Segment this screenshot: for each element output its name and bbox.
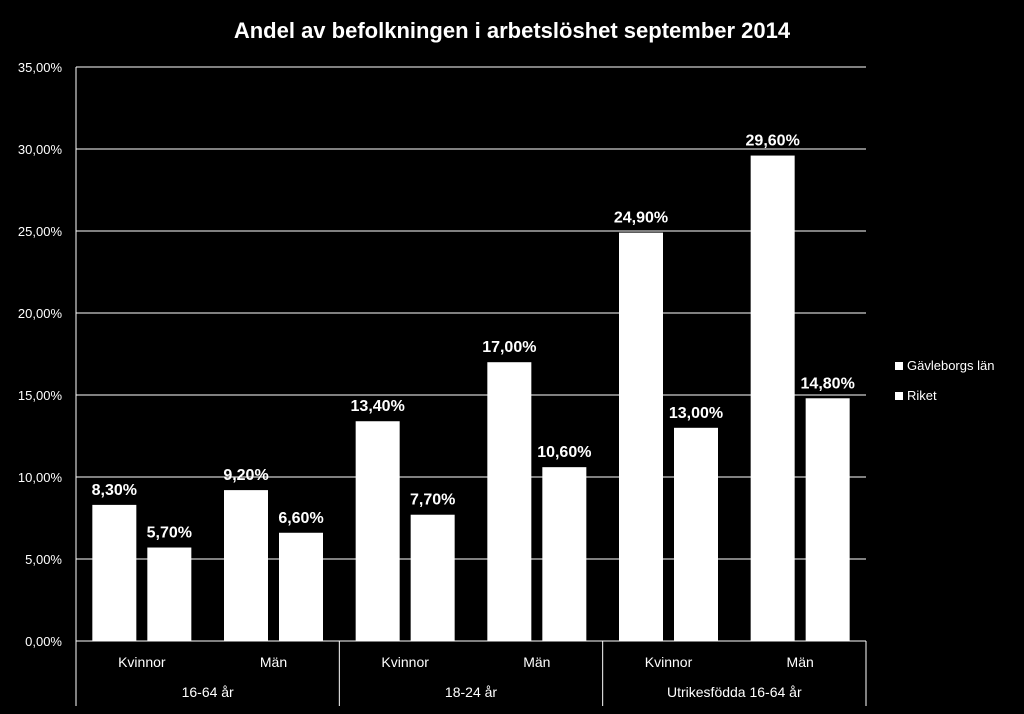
x-category-label: Kvinnor: [645, 654, 693, 670]
y-tick-label: 10,00%: [18, 470, 63, 485]
data-label: 13,40%: [351, 398, 405, 415]
data-label: 24,90%: [614, 210, 668, 227]
x-category-label: Män: [523, 654, 550, 670]
bar: [487, 362, 532, 641]
y-tick-label: 5,00%: [25, 552, 62, 567]
x-category-label: Kvinnor: [381, 654, 429, 670]
y-axis: 0,00% 5,00% 10,00% 15,00% 20,00% 25,00% 30,00%…: [18, 60, 77, 649]
legend-label: Riket: [907, 388, 937, 403]
x-group-label: Utrikesfödda 16-64 år: [667, 684, 802, 700]
data-label: 9,20%: [223, 467, 268, 484]
y-tick-label: 15,00%: [18, 388, 63, 403]
data-label: 10,60%: [537, 444, 591, 461]
bar: [619, 232, 663, 641]
x-category-label: Kvinnor: [118, 654, 166, 670]
data-label: 13,00%: [669, 405, 723, 422]
bars: [92, 155, 850, 641]
y-tick-label: 20,00%: [18, 306, 63, 321]
x-group-label: 18-24 år: [445, 684, 497, 700]
bar: [542, 467, 587, 641]
bar: [279, 532, 323, 641]
chart-title: Andel av befolkningen i arbetslöshet sep…: [234, 18, 791, 43]
data-label: 29,60%: [746, 133, 800, 150]
data-label: 5,70%: [147, 525, 192, 542]
x-group-label: 16-64 år: [182, 684, 234, 700]
y-tick-label: 30,00%: [18, 142, 63, 157]
data-label: 14,80%: [801, 375, 855, 392]
x-category-label: Män: [260, 654, 287, 670]
bar: [355, 421, 400, 641]
y-tick-label: 35,00%: [18, 60, 63, 75]
legend-swatch: [895, 362, 903, 370]
data-label: 17,00%: [482, 339, 536, 356]
bar: [750, 155, 795, 641]
data-label: 6,60%: [278, 510, 323, 527]
data-label: 7,70%: [410, 492, 455, 509]
bar: [410, 514, 455, 641]
y-tick-label: 25,00%: [18, 224, 63, 239]
bar: [92, 504, 137, 641]
bar: [674, 427, 718, 641]
bar: [224, 490, 268, 641]
bar: [147, 547, 192, 641]
bar: [805, 398, 850, 641]
data-labels: 8,30% 5,70% 9,20% 6,60% 13,40% 7,70% 17,00% 10,…: [92, 133, 855, 542]
y-tick-label: 0,00%: [25, 634, 62, 649]
legend: Gävleborgs län Riket: [895, 358, 994, 403]
x-category-label: Män: [787, 654, 814, 670]
gridlines: [76, 66, 866, 560]
data-label: 8,30%: [92, 482, 137, 499]
legend-label: Gävleborgs län: [907, 358, 994, 373]
legend-swatch: [895, 392, 903, 400]
x-axis: Kvinnor Män Kvinnor Män Kvinnor Män 16-64 år 18…: [75, 640, 867, 706]
